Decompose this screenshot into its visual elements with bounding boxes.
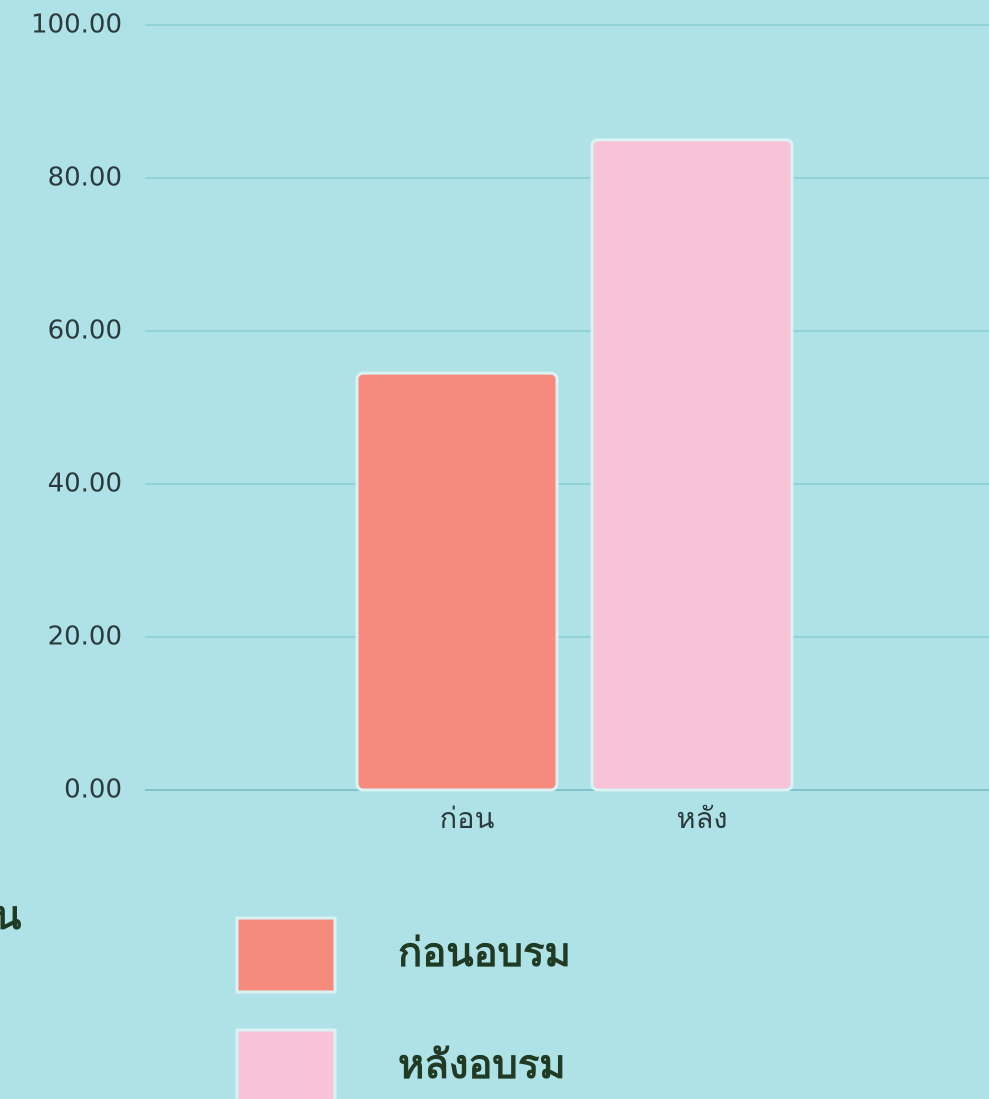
y-tick-label: 40.00 [48, 469, 122, 499]
bar [590, 138, 794, 792]
legend-label: ก่อนอบรม [398, 930, 571, 976]
y-tick-label: 100.00 [31, 10, 122, 40]
x-tick-label: ก่อน [440, 801, 495, 835]
bar [355, 371, 559, 792]
y-tick-label: 0.00 [64, 775, 122, 805]
legend-swatch [235, 1028, 337, 1099]
x-tick-label: หลัง [676, 801, 727, 835]
legend-label: หลังอบรม [398, 1042, 566, 1088]
y-tick-label: 60.00 [48, 316, 122, 346]
y-tick-label: 20.00 [48, 622, 122, 652]
annotation: น [0, 893, 21, 939]
y-tick-label: 80.00 [48, 163, 122, 193]
legend-swatch [235, 916, 337, 994]
